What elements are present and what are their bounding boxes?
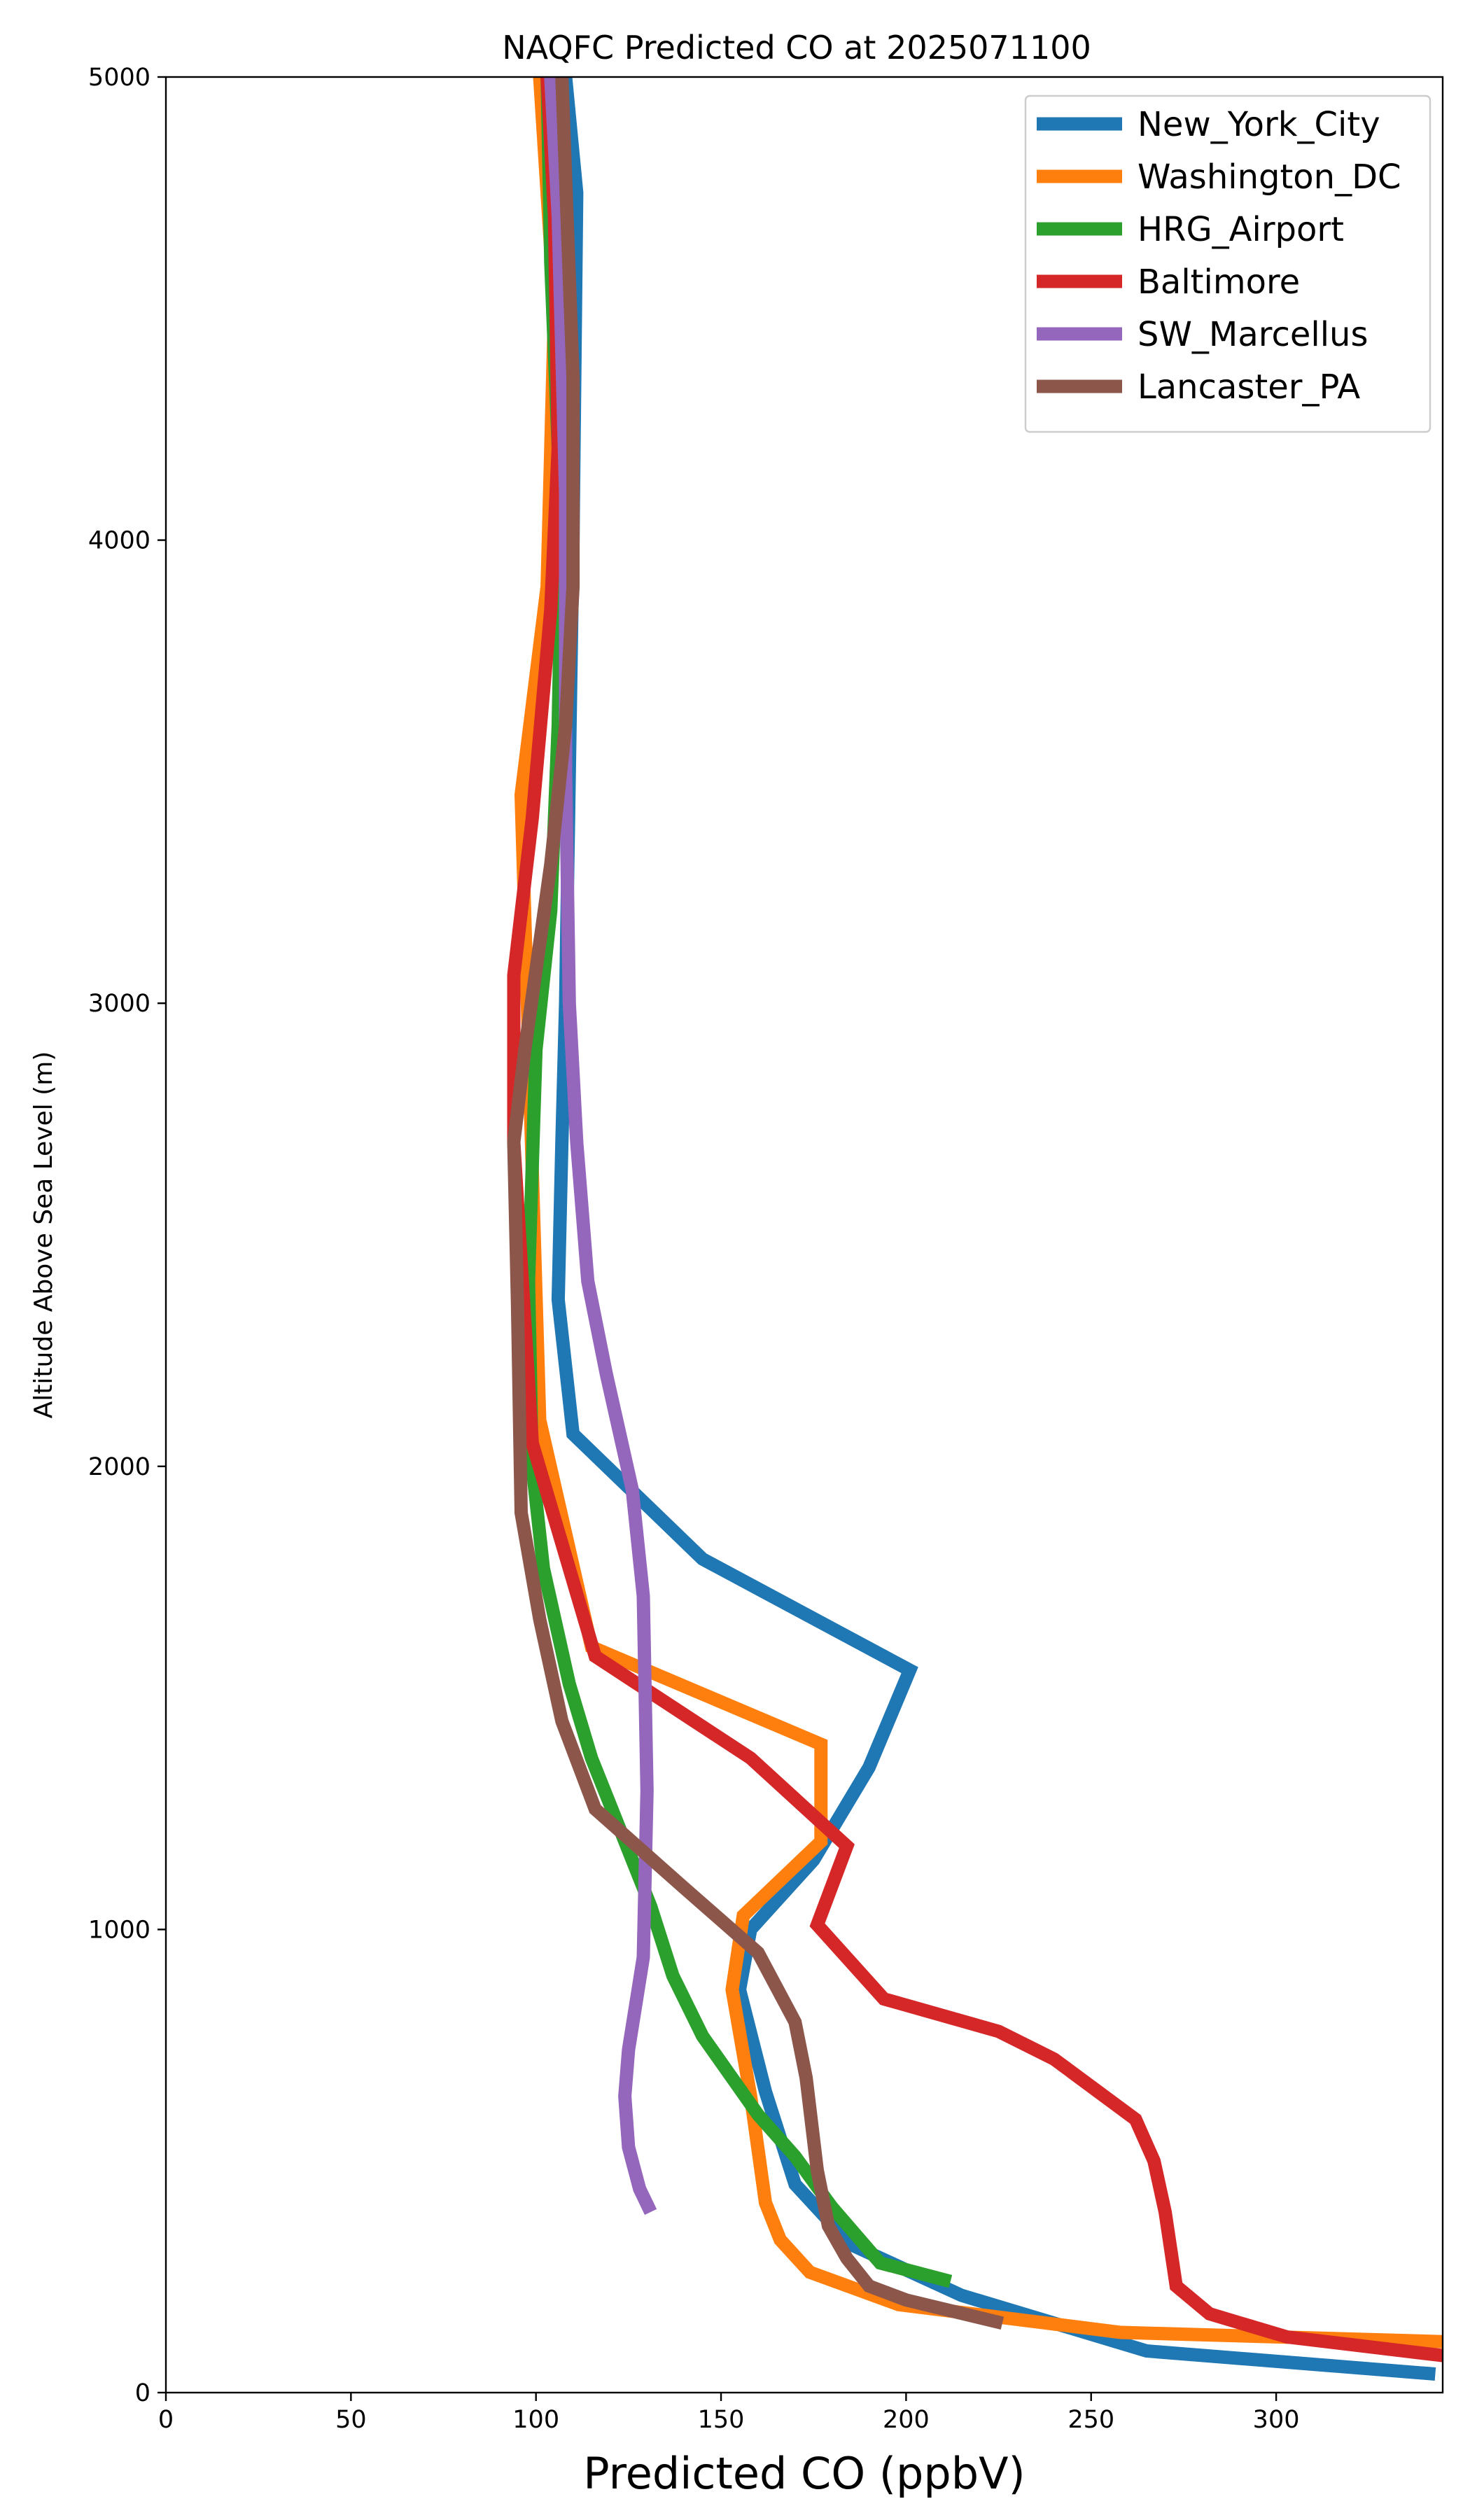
x-axis: 0 50 100 150 200 250 300 — [158, 2393, 1300, 2434]
y-tick-label: 4000 — [88, 527, 150, 555]
x-tick-label: 200 — [883, 2406, 930, 2434]
x-tick-label: 150 — [698, 2406, 745, 2434]
x-tick-label: 300 — [1253, 2406, 1300, 2434]
y-tick-label: 5000 — [88, 64, 150, 92]
chart-title: NAQFC Predicted CO at 2025071100 — [502, 29, 1091, 66]
y-tick-label: 0 — [135, 2379, 150, 2407]
legend-label: Washington_DC — [1138, 158, 1401, 197]
legend-label: Baltimore — [1138, 262, 1300, 302]
series-line-washington-dc — [514, 77, 1443, 2348]
x-tick-label: 100 — [512, 2406, 559, 2434]
series-line-hrg-airport — [522, 77, 953, 2288]
legend-label: SW_Marcellus — [1138, 315, 1368, 354]
x-tick-label: 0 — [158, 2406, 174, 2434]
series-line-lancaster-pa — [507, 77, 1004, 2330]
y-tick-label: 1000 — [88, 1916, 150, 1944]
y-tick-label: 2000 — [88, 1453, 150, 1481]
y-tick-label: 3000 — [88, 990, 150, 1018]
legend-box — [1024, 94, 1432, 433]
series-group — [507, 77, 1443, 2381]
plot-frame — [164, 76, 1444, 2394]
legend-label: New_York_City — [1138, 105, 1380, 144]
legend-label: Lancaster_PA — [1138, 368, 1360, 407]
x-axis-label: Predicted CO (ppbV) — [583, 2448, 1025, 2499]
legend: New_York_City Washington_DC HRG_Airport Bal… — [1024, 94, 1432, 433]
x-tick-label: 250 — [1068, 2406, 1114, 2434]
x-tick-label: 50 — [335, 2406, 367, 2434]
y-axis: 0 1000 2000 3000 4000 5000 — [88, 64, 166, 2407]
legend-label: HRG_Airport — [1138, 210, 1344, 249]
y-axis-label: Altitude Above Sea Level (m) — [29, 1051, 58, 1419]
series-line-baltimore — [507, 77, 1443, 2362]
